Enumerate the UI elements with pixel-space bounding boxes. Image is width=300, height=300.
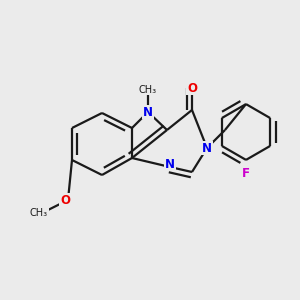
Text: N: N: [143, 106, 153, 118]
Text: N: N: [165, 158, 175, 170]
Text: CH₃: CH₃: [30, 208, 48, 218]
Text: CH₃: CH₃: [139, 85, 157, 95]
Text: O: O: [60, 194, 70, 206]
Text: O: O: [187, 82, 197, 94]
Text: F: F: [242, 167, 250, 180]
Text: N: N: [202, 142, 212, 154]
